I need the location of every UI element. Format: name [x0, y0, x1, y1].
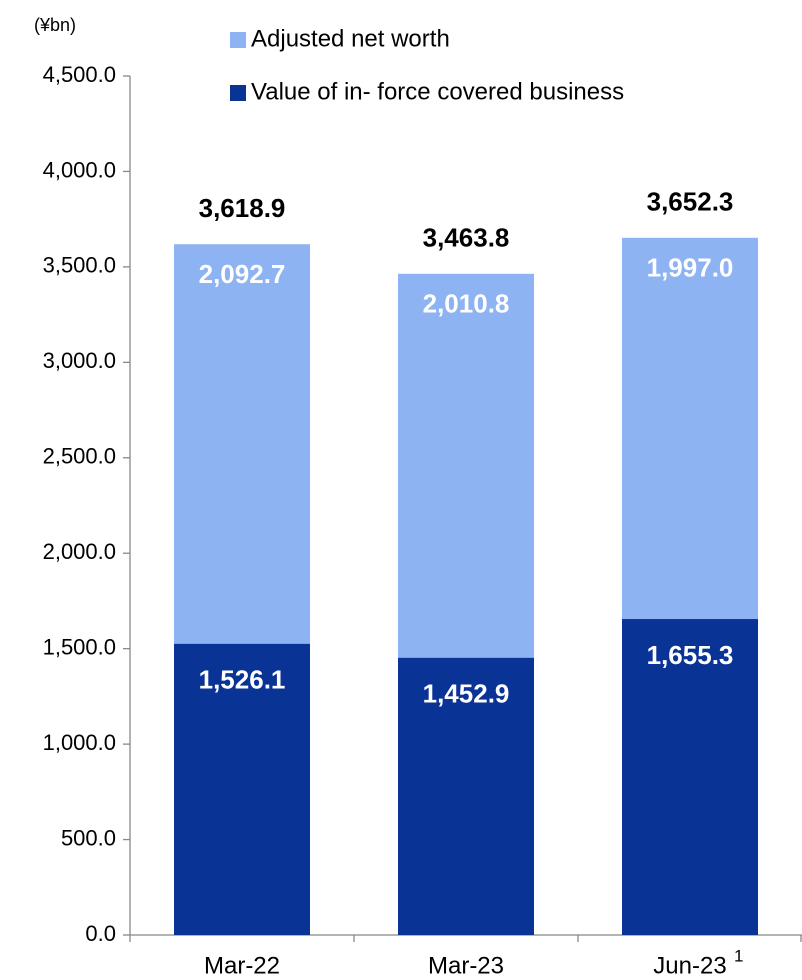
y-tick-label: 1,500.0 [43, 634, 116, 659]
x-tick-label: Mar-22 [204, 952, 280, 979]
bar-segment [622, 619, 758, 935]
bar-segment [622, 237, 758, 620]
footnote-marker: 1 [734, 946, 743, 965]
value-label: 1,526.1 [199, 665, 286, 695]
bar-segment [398, 273, 534, 658]
unit-label: (¥bn) [34, 15, 76, 35]
bar-segment [398, 657, 534, 935]
y-tick-label: 3,500.0 [43, 253, 116, 278]
y-tick-label: 0.0 [85, 921, 116, 946]
bar-segment [174, 643, 310, 935]
value-label: 2,092.7 [199, 259, 286, 289]
value-label: 1,997.0 [647, 253, 734, 283]
legend-swatch [230, 85, 246, 101]
total-label: 3,652.3 [647, 187, 734, 217]
value-label: 2,010.8 [423, 289, 510, 319]
legend-label: Adjusted net worth [251, 25, 450, 52]
value-label: 1,655.3 [647, 640, 734, 670]
y-tick-label: 3,000.0 [43, 348, 116, 373]
y-tick-label: 4,000.0 [43, 157, 116, 182]
bar-segment [174, 244, 310, 644]
y-tick-label: 4,500.0 [43, 62, 116, 87]
y-tick-label: 2,000.0 [43, 539, 116, 564]
y-tick-label: 500.0 [61, 825, 116, 850]
legend-label: Value of in- force covered business [251, 78, 624, 105]
value-label: 1,452.9 [423, 679, 510, 709]
total-label: 3,463.8 [423, 223, 510, 253]
x-tick-label: Mar-23 [428, 952, 504, 979]
y-tick-label: 1,000.0 [43, 730, 116, 755]
y-tick-label: 2,500.0 [43, 444, 116, 469]
total-label: 3,618.9 [199, 193, 286, 223]
x-tick-label: Jun-23 [653, 952, 726, 979]
legend-swatch [230, 32, 246, 48]
